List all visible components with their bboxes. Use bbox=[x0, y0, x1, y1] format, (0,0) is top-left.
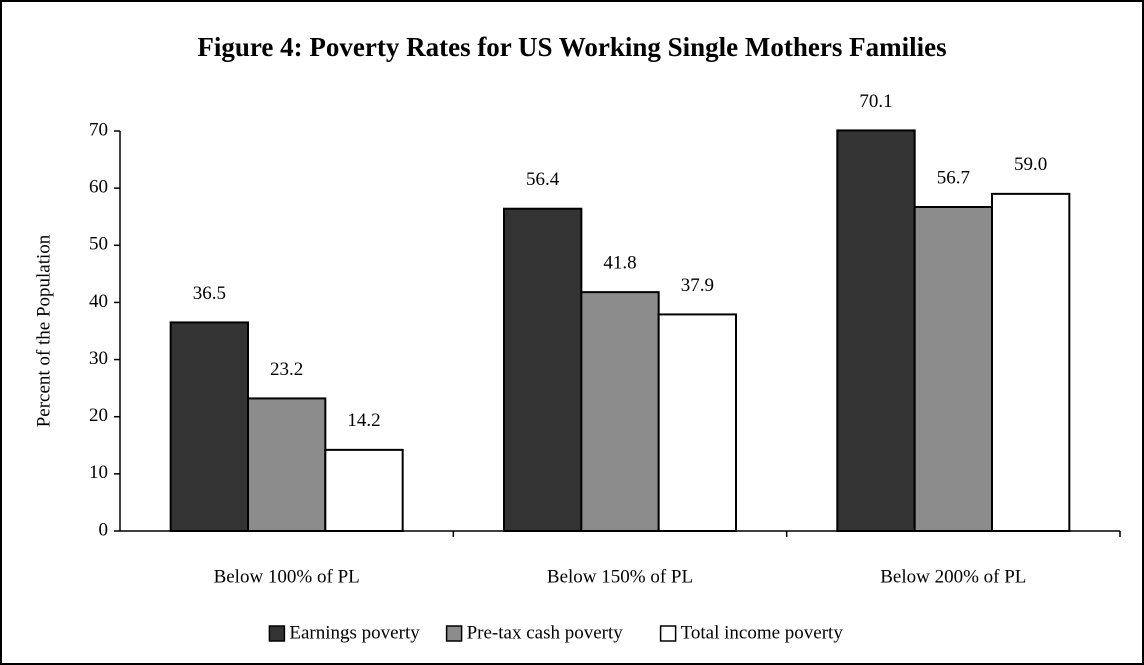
x-tick-label: Below 200% of PL bbox=[880, 566, 1026, 587]
value-label: 14.2 bbox=[347, 410, 380, 431]
legend-swatch bbox=[268, 625, 286, 642]
x-tick-label: Below 100% of PL bbox=[214, 566, 360, 587]
bar bbox=[503, 207, 583, 532]
y-tick-label: 30 bbox=[89, 348, 108, 369]
bar bbox=[836, 129, 916, 533]
legend-swatch bbox=[445, 625, 463, 642]
value-label: 41.8 bbox=[603, 253, 636, 274]
legend-swatch bbox=[659, 625, 677, 642]
y-tick-label: 20 bbox=[89, 405, 108, 426]
bar bbox=[580, 291, 660, 532]
y-tick-label: 50 bbox=[89, 234, 108, 255]
y-tick-label: 10 bbox=[89, 462, 108, 483]
legend-label: Pre-tax cash poverty bbox=[467, 622, 624, 643]
y-tick-label: 70 bbox=[89, 119, 108, 140]
bar bbox=[324, 448, 404, 533]
value-label: 59.0 bbox=[1014, 154, 1047, 175]
y-tick-label: 40 bbox=[89, 291, 108, 312]
bar bbox=[657, 313, 738, 532]
value-label: 56.4 bbox=[526, 169, 560, 190]
legend-label: Total income poverty bbox=[681, 622, 844, 643]
y-tick-label: 0 bbox=[99, 519, 109, 540]
y-axis-label: Percent of the Population bbox=[33, 234, 54, 427]
x-tick-label: Below 150% of PL bbox=[547, 566, 693, 587]
value-label: 70.1 bbox=[859, 91, 892, 112]
value-label: 56.7 bbox=[937, 167, 970, 188]
chart-title: Figure 4: Poverty Rates for US Working S… bbox=[197, 32, 946, 62]
bar bbox=[247, 397, 327, 532]
legend-label: Earnings poverty bbox=[289, 622, 420, 643]
bar bbox=[169, 321, 250, 532]
y-tick-label: 60 bbox=[89, 177, 108, 198]
value-label: 23.2 bbox=[270, 359, 303, 380]
bar bbox=[913, 206, 994, 532]
value-label: 37.9 bbox=[681, 275, 714, 296]
bar bbox=[991, 192, 1071, 532]
value-label: 36.5 bbox=[193, 283, 226, 304]
